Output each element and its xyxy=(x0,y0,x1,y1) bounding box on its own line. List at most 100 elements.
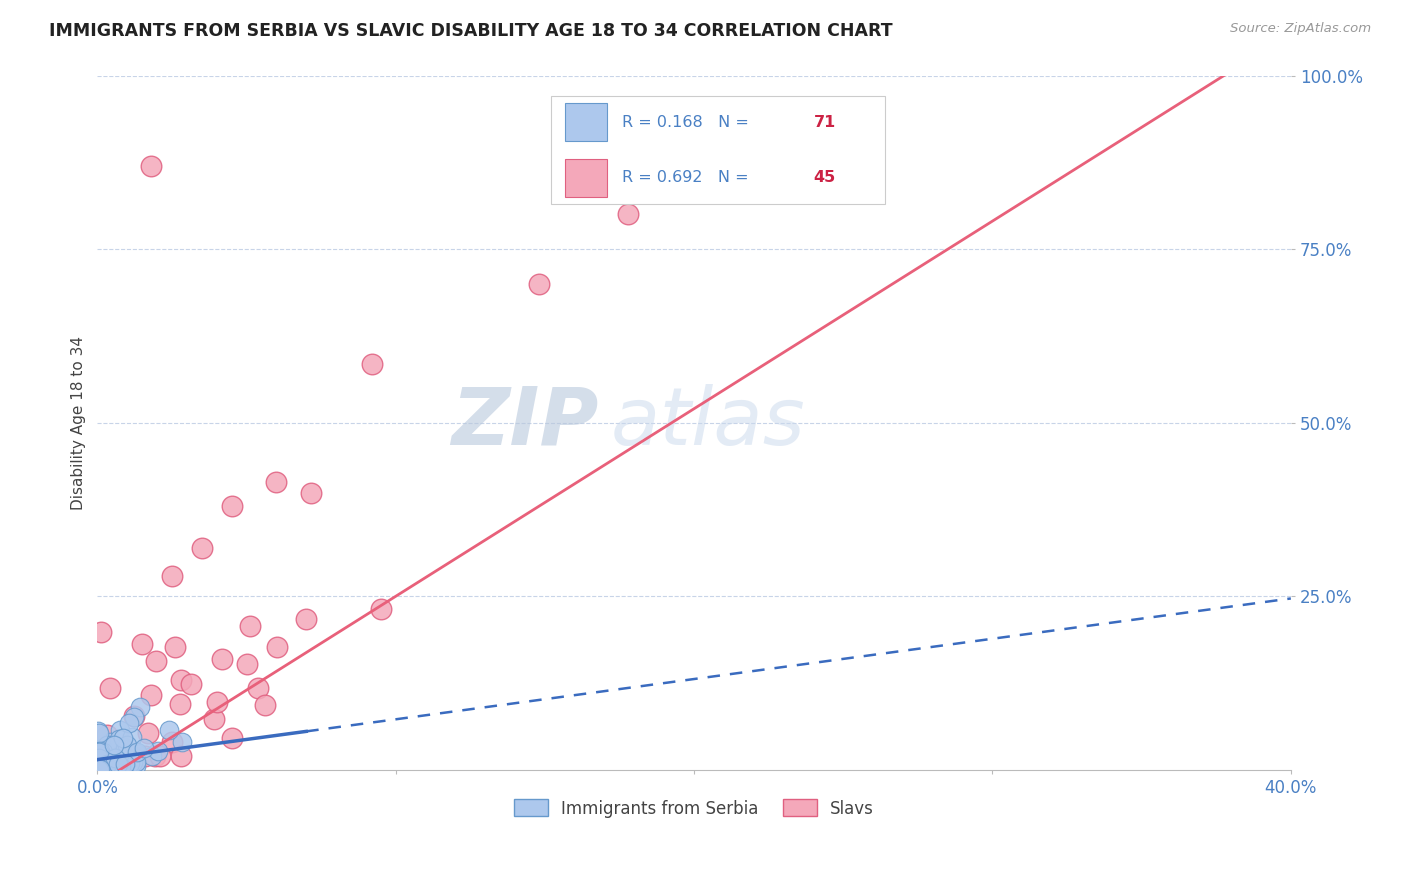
Point xyxy=(157,723,180,737)
Point xyxy=(87,751,110,765)
Point xyxy=(253,698,276,713)
Point xyxy=(266,640,288,654)
Legend: Immigrants from Serbia, Slavs: Immigrants from Serbia, Slavs xyxy=(508,793,880,824)
Point xyxy=(94,752,117,766)
Text: IMMIGRANTS FROM SERBIA VS SLAVIC DISABILITY AGE 18 TO 34 CORRELATION CHART: IMMIGRANTS FROM SERBIA VS SLAVIC DISABIL… xyxy=(49,22,893,40)
Point xyxy=(87,763,110,777)
Point xyxy=(112,740,135,755)
Point xyxy=(114,742,136,756)
Point xyxy=(125,758,148,772)
Point xyxy=(294,611,316,625)
Point xyxy=(104,752,127,766)
Point xyxy=(104,757,127,772)
Point xyxy=(103,753,125,767)
Point xyxy=(191,541,214,555)
Point xyxy=(121,755,143,769)
Point xyxy=(91,745,114,759)
Point xyxy=(96,728,118,742)
Point xyxy=(136,726,159,740)
Point xyxy=(110,754,132,768)
Point xyxy=(107,761,129,775)
Text: Source: ZipAtlas.com: Source: ZipAtlas.com xyxy=(1230,22,1371,36)
Text: atlas: atlas xyxy=(610,384,806,462)
Point xyxy=(101,749,124,764)
Point xyxy=(104,750,127,764)
Point xyxy=(122,709,145,723)
Point xyxy=(103,745,125,759)
Point xyxy=(172,735,194,749)
Text: 71: 71 xyxy=(814,115,835,130)
Point xyxy=(91,741,114,756)
Point xyxy=(104,750,127,764)
Point xyxy=(236,657,259,672)
Point xyxy=(160,735,183,749)
FancyBboxPatch shape xyxy=(551,96,884,204)
Point xyxy=(114,748,136,763)
Point xyxy=(180,677,202,691)
Point xyxy=(100,749,122,764)
Point xyxy=(98,752,121,766)
Point xyxy=(118,716,141,731)
Point xyxy=(87,726,110,740)
Point xyxy=(112,758,135,772)
Point xyxy=(221,499,243,513)
Point xyxy=(87,744,110,758)
Point xyxy=(169,698,191,712)
Point xyxy=(221,731,243,745)
Point xyxy=(111,739,134,754)
Point xyxy=(120,756,142,770)
Point xyxy=(121,730,143,744)
Point xyxy=(115,738,138,752)
Point xyxy=(107,757,129,772)
Point xyxy=(87,752,110,766)
Point xyxy=(93,741,115,756)
Point xyxy=(89,744,111,758)
Point xyxy=(139,159,162,173)
Text: R = 0.168   N =: R = 0.168 N = xyxy=(623,115,755,130)
Point xyxy=(112,731,135,746)
Point xyxy=(266,475,288,489)
Point xyxy=(98,746,121,760)
Point xyxy=(299,486,322,500)
Point xyxy=(160,568,183,582)
Point xyxy=(128,700,150,714)
Point xyxy=(141,748,163,763)
Point xyxy=(108,758,131,772)
Point xyxy=(103,738,125,752)
Point xyxy=(98,735,121,749)
Point xyxy=(617,207,640,221)
Point xyxy=(86,762,108,776)
Point xyxy=(169,749,191,764)
Point xyxy=(87,724,110,739)
FancyBboxPatch shape xyxy=(565,159,607,197)
Point xyxy=(96,755,118,769)
Point xyxy=(89,749,111,764)
Point xyxy=(103,749,125,764)
Point xyxy=(170,673,193,688)
Point xyxy=(211,651,233,665)
Point xyxy=(110,743,132,757)
Point xyxy=(104,760,127,774)
Point xyxy=(122,750,145,764)
Point xyxy=(145,654,167,668)
Point xyxy=(124,755,146,769)
Y-axis label: Disability Age 18 to 34: Disability Age 18 to 34 xyxy=(72,335,86,509)
Point xyxy=(107,749,129,764)
Point xyxy=(246,681,269,695)
Point xyxy=(91,755,114,769)
Point xyxy=(527,277,550,291)
Point xyxy=(91,755,114,769)
Point xyxy=(134,740,156,755)
FancyBboxPatch shape xyxy=(565,103,607,142)
Point xyxy=(96,738,118,752)
Point xyxy=(360,357,382,371)
Point xyxy=(96,745,118,759)
Point xyxy=(108,723,131,737)
Point xyxy=(207,696,229,710)
Point xyxy=(104,749,127,764)
Point xyxy=(125,746,148,760)
Text: 45: 45 xyxy=(814,170,835,186)
Point xyxy=(143,749,166,764)
Point xyxy=(114,748,136,763)
Text: ZIP: ZIP xyxy=(451,384,599,462)
